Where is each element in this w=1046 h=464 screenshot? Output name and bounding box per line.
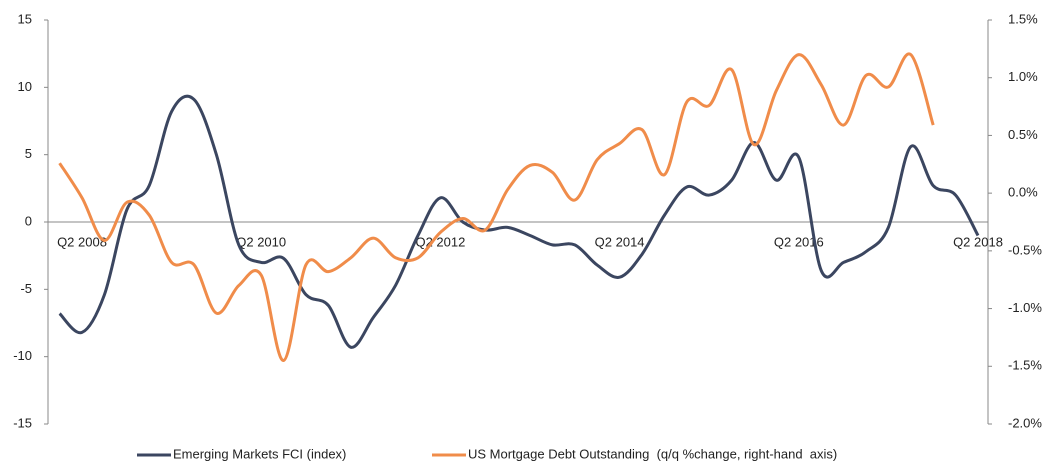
x-tick-label: Q2 2012 (415, 234, 465, 249)
legend-label: US Mortgage Debt Outstanding (q/q %chang… (468, 446, 837, 461)
y2-tick-label: -1.0% (1008, 300, 1042, 315)
x-tick-label: Q2 2010 (236, 234, 286, 249)
y-tick-label: -5 (20, 281, 32, 296)
y-tick-label: 10 (18, 79, 32, 94)
y2-tick-label: 1.5% (1008, 11, 1038, 26)
y-tick-label: 0 (25, 213, 32, 228)
x-tick-label: Q2 2016 (774, 234, 824, 249)
y2-tick-label: -1.5% (1008, 358, 1042, 373)
series-line (58, 94, 980, 349)
y-tick-label: -10 (13, 348, 32, 363)
x-tick-label: Q2 2018 (953, 234, 1003, 249)
y-tick-label: 5 (25, 146, 32, 161)
y-tick-label: 15 (18, 11, 32, 26)
x-tick-label: Q2 2008 (57, 234, 107, 249)
y2-tick-label: 1.0% (1008, 69, 1038, 84)
y-tick-label: -15 (13, 415, 32, 430)
y2-tick-label: 0.5% (1008, 127, 1038, 142)
y2-tick-label: 0.0% (1008, 185, 1038, 200)
series-line (58, 52, 935, 363)
legend-label: Emerging Markets FCI (index) (173, 446, 346, 461)
y2-tick-label: -2.0% (1008, 415, 1042, 430)
y2-tick-label: -0.5% (1008, 242, 1042, 257)
x-tick-label: Q2 2014 (595, 234, 645, 249)
